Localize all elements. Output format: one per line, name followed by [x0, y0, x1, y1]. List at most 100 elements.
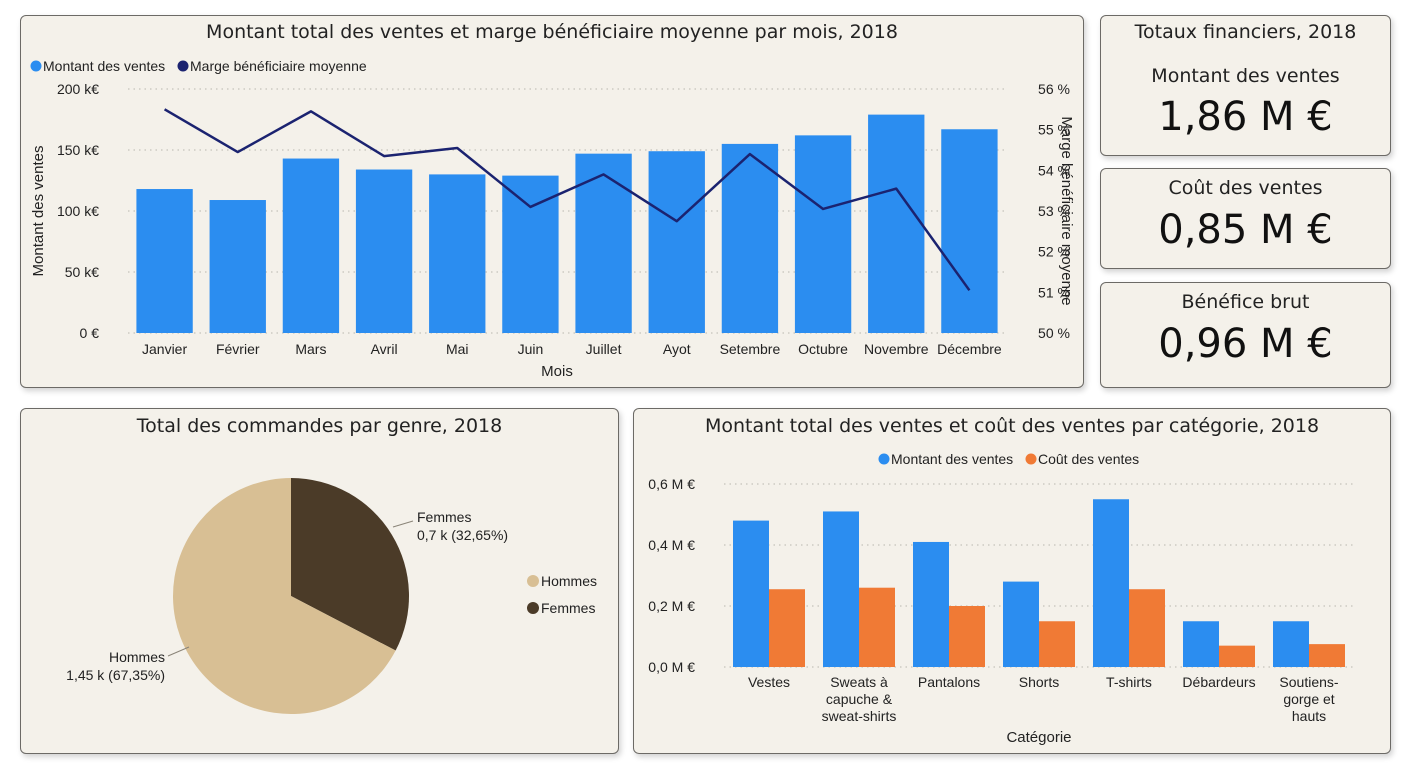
bar-cost-1 [859, 587, 895, 667]
x-axis-title: Mois [541, 363, 573, 380]
legend-label-cost: Coût des ventes [1038, 451, 1139, 467]
bar-sales-octubre [794, 135, 852, 333]
category-panel: Montant total des ventes et coût des ven… [633, 408, 1391, 754]
y-tick-label: 0,2 M € [648, 598, 695, 614]
bar-sales-juillet [575, 153, 632, 333]
totals-card-header: Totaux financiers, 2018 Montant des vent… [1100, 15, 1391, 156]
y-tick-label: 0,4 M € [648, 537, 695, 553]
kpi-profit-label: Bénéfice brut [1181, 291, 1310, 313]
legend-label-hommes: Hommes [541, 573, 597, 589]
legend-label-sales: Montant des ventes [43, 58, 165, 74]
bar-sales-ayot [648, 151, 705, 333]
y-tick-label: 0 € [80, 325, 100, 341]
x-tick-label: Ayot [663, 341, 691, 357]
kpi-cost-label: Coût des ventes [1168, 177, 1323, 199]
bar-sales-décembre [941, 129, 998, 333]
bar-sales-5 [1183, 621, 1219, 667]
gender-panel: Total des commandes par genre, 2018 Femm… [20, 408, 619, 754]
x-tick-label: sweat-shirts [822, 708, 897, 724]
category-bar-chart: 0,0 M € 0,2 M € 0,4 M € 0,6 M € Vestes Sweats… [648, 451, 1354, 746]
bar-cost-3 [1039, 621, 1075, 667]
bar-sales-juin [502, 175, 559, 333]
x-tick-label: Mars [295, 341, 326, 357]
x-tick-label: T-shirts [1106, 674, 1152, 690]
bar-sales-4 [1093, 499, 1129, 667]
legend-marker-cost [1025, 453, 1037, 465]
legend-marker-margin [177, 60, 189, 72]
bar-cost-6 [1309, 644, 1345, 667]
bar-sales-6 [1273, 621, 1309, 667]
y-axis-title: Montant des ventes [30, 146, 47, 277]
pie-label-femmes-name: Femmes [417, 509, 471, 525]
bar-cost-2 [949, 606, 985, 667]
legend-marker-hommes [527, 575, 539, 587]
x-tick-label: Avril [371, 341, 398, 357]
x-tick-label: Janvier [142, 341, 187, 357]
x-tick-label: capuche & [826, 691, 893, 707]
monthly-chart-title: Montant total des ventes et marge bénéfi… [206, 21, 898, 43]
category-chart-title: Montant total des ventes et coût des ven… [704, 415, 1320, 437]
pie-leader-hommes [167, 646, 190, 657]
x-tick-label: gorge et [1283, 691, 1334, 707]
x-tick-label: Décembre [937, 341, 1002, 357]
y2-tick-label: 52 % [1038, 244, 1070, 260]
y-tick-label: 150 k€ [57, 142, 99, 158]
x-tick-label: Juin [518, 341, 544, 357]
y2-tick-label: 51 % [1038, 284, 1070, 300]
legend-label-femmes: Femmes [541, 600, 595, 616]
monthly-sales-panel: Montant total des ventes et marge bénéfi… [20, 15, 1084, 388]
pie-label-hommes-name: Hommes [109, 649, 165, 665]
bar-sales-2 [913, 541, 949, 667]
bar-sales-mars [282, 158, 340, 333]
x-tick-label: Novembre [864, 341, 929, 357]
x-tick-label: Vestes [748, 674, 790, 690]
pie-slice-hommes [172, 478, 396, 715]
kpi-profit-value: 0,96 M € [1158, 321, 1333, 367]
x-tick-label: Octubre [798, 341, 848, 357]
bar-sales-février [209, 200, 266, 333]
kpi-sales-label: Montant des ventes [1151, 65, 1340, 87]
bar-sales-avril [355, 169, 413, 333]
legend-label-sales: Montant des ventes [891, 451, 1013, 467]
x-tick-label: Juillet [586, 341, 622, 357]
kpi-cost-value: 0,85 M € [1158, 207, 1333, 253]
y-tick-label: 50 k€ [65, 264, 99, 280]
x-tick-label: Setembre [720, 341, 781, 357]
bar-sales-0 [733, 520, 769, 667]
y-tick-label: 0,0 M € [648, 659, 695, 675]
y2-axis-title: Marge bénéficiaire moyenne [1058, 116, 1075, 305]
bar-sales-setembre [721, 143, 779, 333]
bar-sales-novembre [868, 114, 925, 334]
bar-sales-3 [1003, 581, 1039, 667]
x-tick-label: hauts [1292, 708, 1326, 724]
totals-card-profit: Bénéfice brut 0,96 M € [1100, 282, 1391, 388]
line-margin-series [163, 108, 971, 292]
pie-label-hommes-value: 1,45 k (67,35%) [66, 667, 165, 683]
bar-cost-4 [1129, 589, 1165, 667]
x-tick-label: Shorts [1019, 674, 1059, 690]
y-tick-label: 0,6 M € [648, 476, 695, 492]
y2-tick-label: 50 % [1038, 325, 1070, 341]
x-tick-label: Sweats à [830, 674, 888, 690]
y-tick-label: 100 k€ [57, 203, 99, 219]
pie-leader-femmes [392, 520, 414, 528]
totals-card-cost: Coût des ventes 0,85 M € [1100, 168, 1391, 269]
legend-marker-sales [878, 453, 890, 465]
monthly-combo-chart: 0 € 50 k€ 100 k€ 150 k€ 200 k€ 50 % 51 % 52 % 53… [30, 58, 1075, 380]
pie-slice-femmes [291, 478, 409, 651]
bar-sales-mai [429, 174, 486, 333]
x-tick-label: Débardeurs [1182, 674, 1255, 690]
pie-label-femmes-value: 0,7 k (32,65%) [417, 527, 508, 543]
bar-cost-5 [1219, 645, 1255, 667]
legend-marker-sales [30, 60, 42, 72]
totals-header: Totaux financiers, 2018 [1134, 21, 1357, 43]
y2-tick-label: 56 % [1038, 81, 1070, 97]
x-tick-label: Soutiens- [1279, 674, 1338, 690]
legend-marker-femmes [527, 602, 539, 614]
bar-cost-0 [769, 589, 805, 667]
legend-label-margin: Marge bénéficiaire moyenne [190, 58, 367, 74]
gender-pie-chart: Femmes 0,7 k (32,65%) Hommes 1,45 k (67,35%… [66, 478, 597, 715]
x-tick-label: Février [216, 341, 260, 357]
bar-sales-janvier [136, 189, 193, 333]
gender-chart-title: Total des commandes par genre, 2018 [136, 415, 503, 437]
